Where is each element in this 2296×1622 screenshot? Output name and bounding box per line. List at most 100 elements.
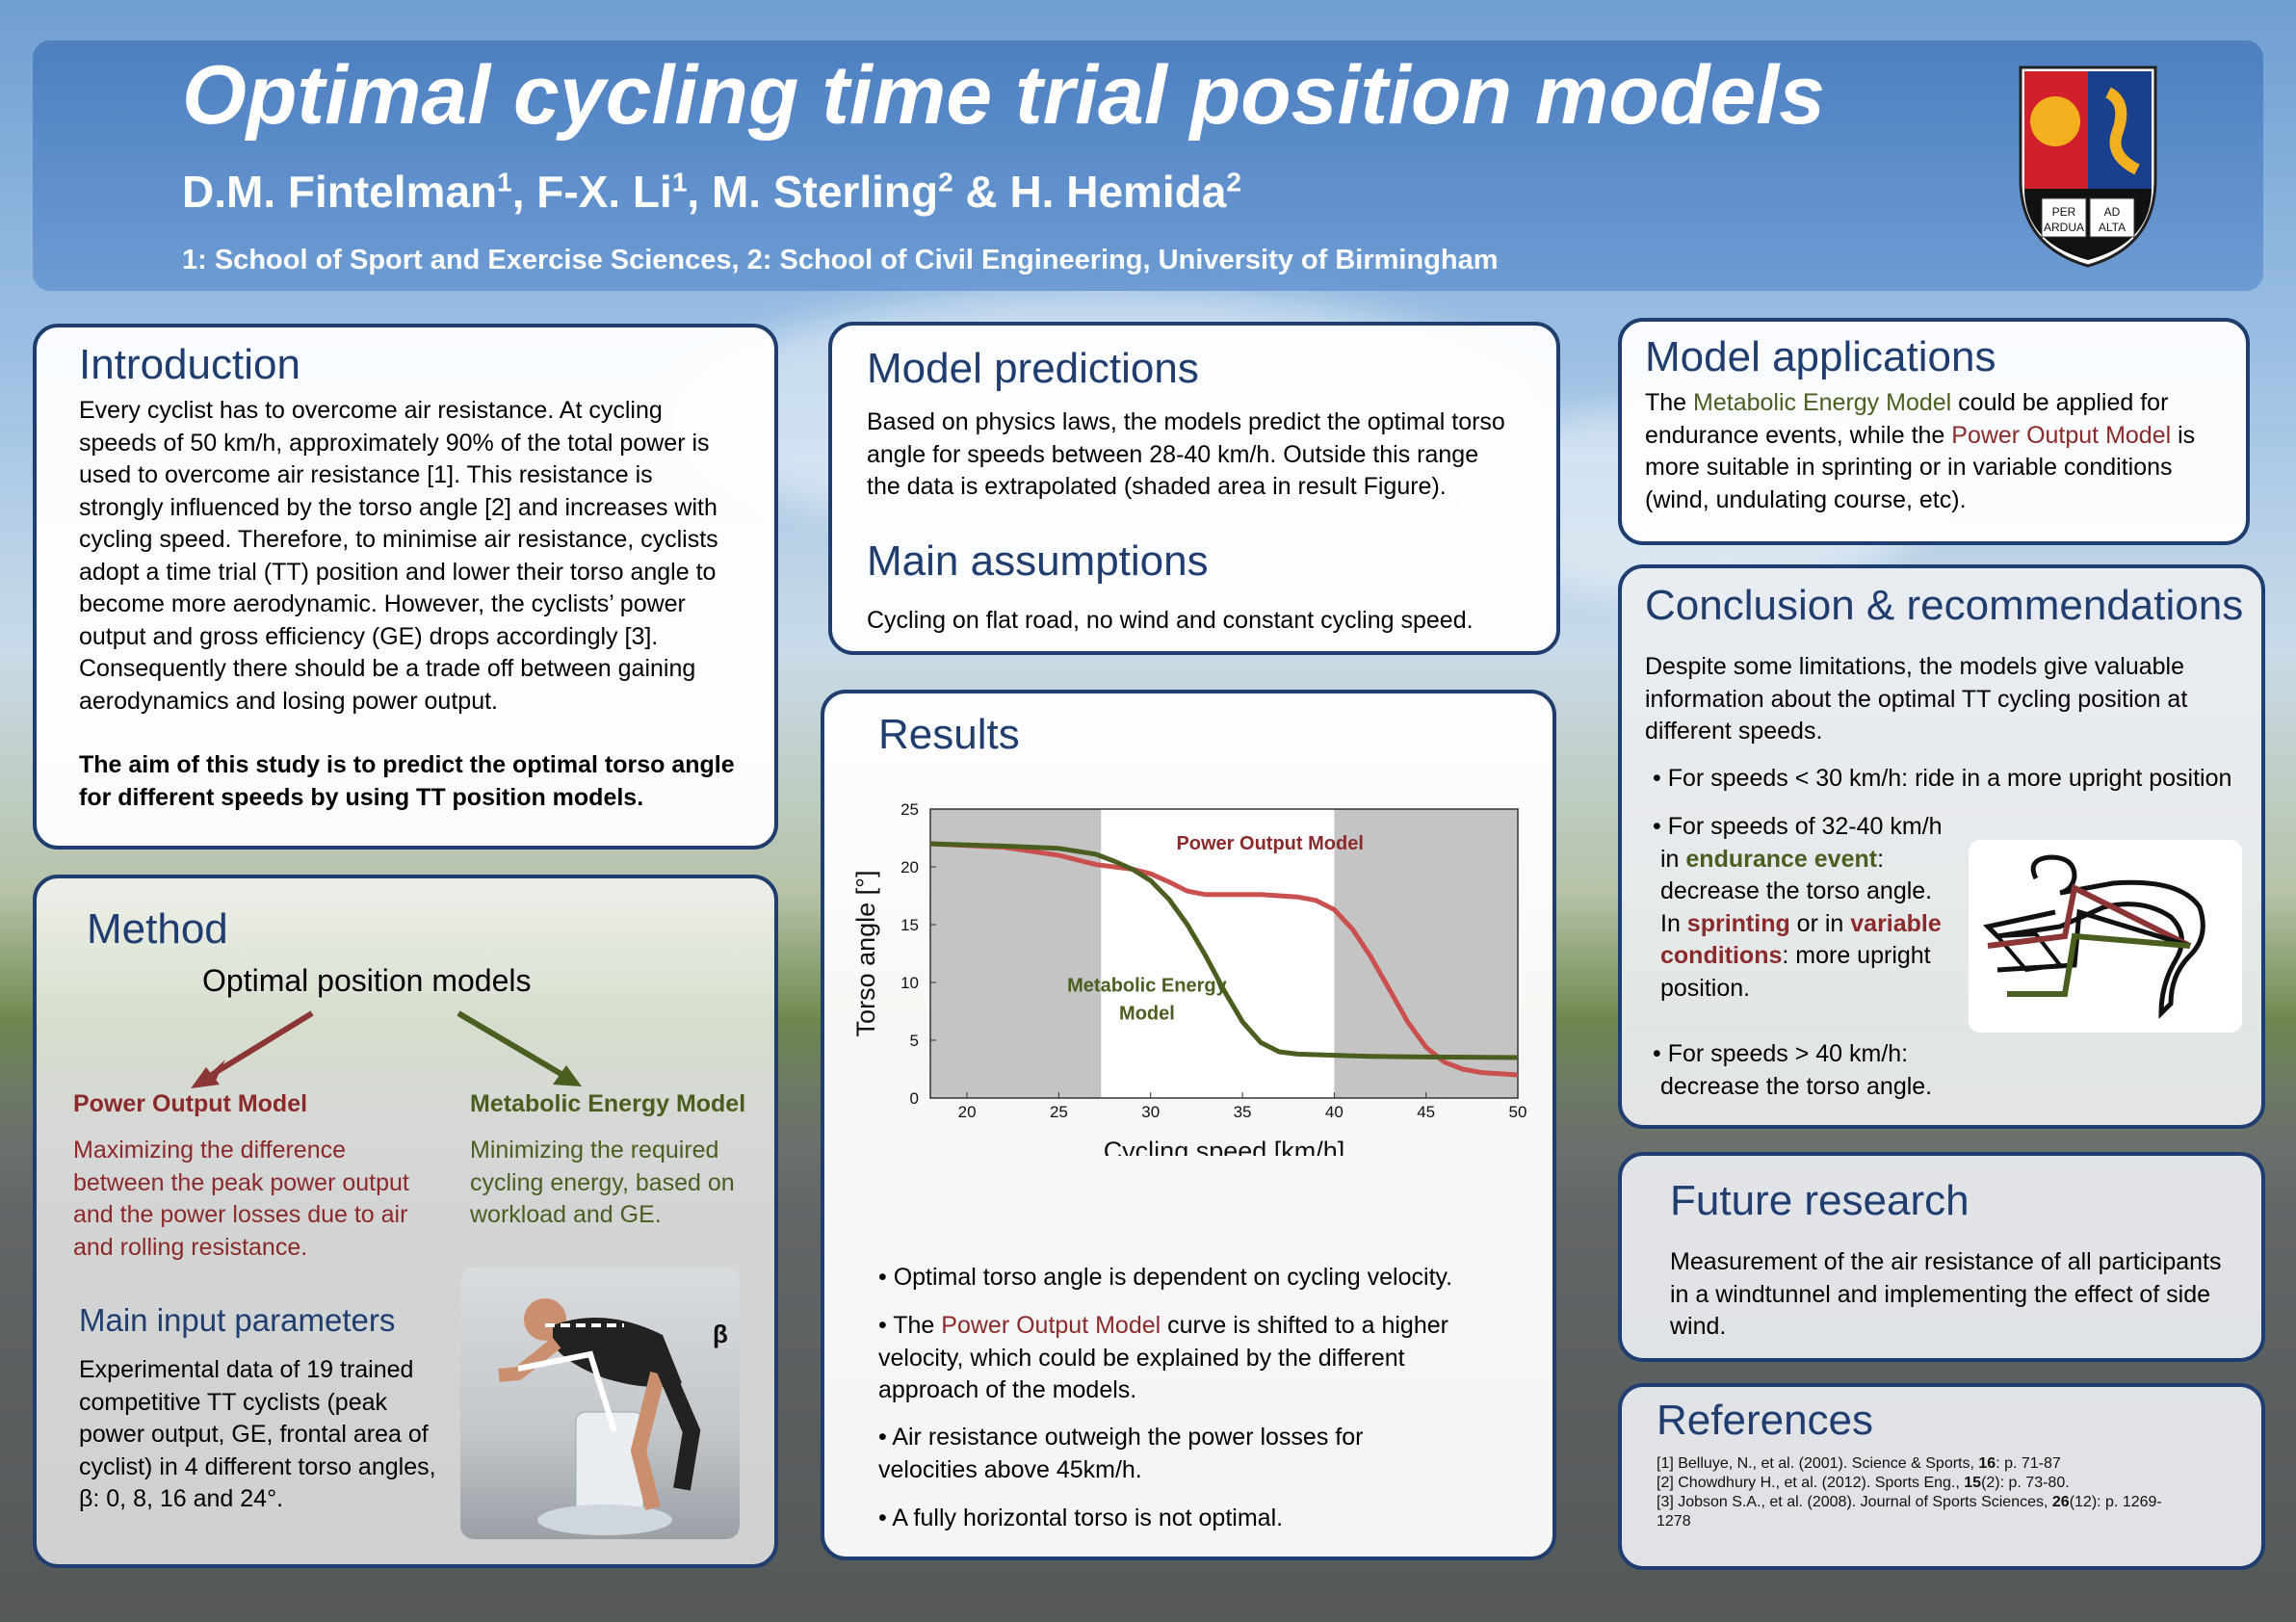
- y-tick-label: 15: [900, 916, 919, 934]
- text-line: workload and GE.: [470, 1201, 662, 1228]
- mem-highlight: Metabolic Energy Model: [1693, 389, 1952, 416]
- torso-position-drawing: [1982, 854, 2205, 1020]
- text-line: (wind, undulating course, etc).: [1645, 485, 1967, 513]
- pom-highlight: variable: [1850, 909, 1942, 937]
- text-line: velocity, which could be explained by th…: [878, 1344, 1405, 1372]
- text-span: curve is shifted to a higher: [1161, 1312, 1448, 1339]
- author-name: D.M. Fintelman: [182, 167, 498, 217]
- poster-header: Optimal cycling time trial position mode…: [33, 40, 2263, 291]
- text-span: In: [1660, 909, 1687, 937]
- text-line: Measurement of the air resistance of all…: [1670, 1248, 2222, 1275]
- aim-line: The aim of this study is to predict the …: [79, 751, 735, 778]
- torso-angle-chart: 20 25 30 35 40 45 50 0 5 10 15 20 25 Cycling speed [k…: [851, 800, 1527, 1156]
- y-tick-label: 10: [900, 974, 919, 992]
- crest-motto: ARDUA: [2044, 221, 2084, 234]
- text-line: Every cyclist has to overcome air resist…: [79, 397, 663, 424]
- text-line: in a windtunnel and implementing the eff…: [1670, 1280, 2211, 1308]
- references-panel: References [1] Belluye, N., et al. (2001…: [1618, 1383, 2265, 1570]
- text-span: The: [1645, 389, 1694, 416]
- text-line: decrease the torso angle.: [1660, 877, 1933, 904]
- conclusion-bullet: • For speeds of 32-40 km/h in endurance …: [1653, 811, 1943, 1005]
- text-line: power output, GE, frontal area of: [79, 1421, 429, 1448]
- text-line: output and gross efficiency (GE) drops a…: [79, 622, 659, 650]
- text-line: Minimizing the required: [470, 1137, 719, 1164]
- method-arrows: [191, 1010, 582, 1088]
- text-line: and the power losses due to air: [73, 1201, 408, 1228]
- text-line: • Air resistance outweigh the power loss…: [878, 1424, 1364, 1451]
- text-line: more suitable in sprinting or in variabl…: [1645, 454, 2173, 481]
- pom-title: Power Output Model: [73, 1090, 308, 1117]
- crest-motto: ALTA: [2099, 221, 2126, 234]
- text-line: adopt a time trial (TT) position and low…: [79, 558, 717, 586]
- references-list: [1] Belluye, N., et al. (2001). Science …: [1657, 1454, 2162, 1531]
- poster-title: Optimal cycling time trial position mode…: [182, 49, 1825, 142]
- text-line: between the peak power output: [73, 1168, 409, 1196]
- reference-item: [1] Belluye, N., et al. (2001). Science …: [1657, 1455, 2061, 1472]
- mem-title: Metabolic Energy Model: [470, 1090, 746, 1117]
- x-tick-label: 40: [1325, 1103, 1344, 1121]
- x-tick-label: 50: [1509, 1103, 1527, 1121]
- x-tick-label: 30: [1141, 1103, 1160, 1121]
- author-list: D.M. Fintelman1, F-X. Li1, M. Sterling2 …: [182, 166, 1241, 218]
- text-line: Maximizing the difference: [73, 1137, 347, 1164]
- text-line: • A fully horizontal torso is not optima…: [878, 1504, 1284, 1531]
- text-line: decrease the torso angle.: [1660, 1072, 1933, 1100]
- arrow-to-mem: [457, 1010, 582, 1086]
- series-annotation: Metabolic Energy: [1067, 976, 1227, 997]
- text-line: • For speeds of 32-40 km/h: [1653, 813, 1943, 840]
- results-heading: Results: [878, 711, 1020, 758]
- text-line: wind.: [1670, 1313, 1727, 1340]
- x-tick-label: 35: [1234, 1103, 1252, 1121]
- text-line: angle for speeds between 28-40 km/h. Out…: [867, 440, 1479, 468]
- params-heading: Main input parameters: [79, 1302, 396, 1338]
- mem-highlight: endurance event: [1685, 845, 1878, 873]
- torso-position-diagram: [1969, 840, 2242, 1033]
- model-applications-panel: Model applications The Metabolic Energy …: [1618, 318, 2250, 545]
- author-name: H. Hemida: [1009, 167, 1227, 217]
- results-bullet: • The Power Output Model curve is shifte…: [878, 1310, 1448, 1407]
- conclusion-bullet: • For speeds < 30 km/h: ride in a more u…: [1653, 765, 2232, 792]
- pom-highlight: conditions: [1660, 942, 1783, 969]
- text-line: velocities above 45km/h.: [878, 1455, 1142, 1483]
- author-affil: 1: [497, 167, 512, 197]
- method-panel: Method Optimal position models Power Out…: [33, 875, 778, 1568]
- author-name: F-X. Li: [536, 167, 672, 217]
- text-span: could be applied for: [1951, 389, 2169, 416]
- author-affil: 2: [1226, 167, 1241, 197]
- future-body: Measurement of the air resistance of all…: [1670, 1246, 2222, 1344]
- text-line: cycling speed. Therefore, to minimise ai…: [79, 526, 718, 553]
- author-affil: 1: [671, 167, 688, 197]
- text-line: information about the optimal TT cycling…: [1645, 685, 2188, 713]
- cyclist-photo: β: [460, 1268, 740, 1539]
- method-heading: Method: [87, 905, 228, 953]
- text-span: :: [1877, 845, 1885, 873]
- x-axis-label: Cycling speed [km/h]: [1104, 1137, 1345, 1156]
- crest-motto: PER: [2052, 205, 2076, 219]
- y-tick-label: 5: [910, 1032, 919, 1050]
- applications-body: The Metabolic Energy Model could be appl…: [1645, 387, 2195, 516]
- params-body: Experimental data of 19 trained competit…: [79, 1354, 436, 1516]
- text-line: aerodynamics and losing power output.: [79, 687, 498, 715]
- aim-line: for different speeds by using TT positio…: [79, 783, 644, 811]
- text-line: strongly influenced by the torso angle […: [79, 493, 718, 521]
- x-tick-label: 25: [1050, 1103, 1068, 1121]
- conclusion-bullet: • For speeds > 40 km/h: decrease the tor…: [1653, 1038, 1932, 1103]
- series-annotation: Power Output Model: [1176, 833, 1363, 854]
- arrow-to-pom: [191, 1010, 314, 1088]
- text-line: become more aerodynamic. However, the cy…: [79, 590, 686, 617]
- text-line: and rolling resistance.: [73, 1233, 308, 1261]
- text-line: • For speeds > 40 km/h:: [1653, 1040, 1909, 1067]
- text-line: position.: [1660, 974, 1751, 1002]
- future-heading: Future research: [1670, 1177, 1970, 1224]
- y-tick-label: 25: [900, 800, 919, 819]
- y-tick-label: 0: [910, 1089, 919, 1108]
- text-line: • Optimal torso angle is dependent on cy…: [878, 1264, 1453, 1291]
- university-crest-logo: PER AD ARDUA ALTA: [2019, 65, 2157, 268]
- series-annotation: Model: [1119, 1003, 1175, 1024]
- plot-frame: [929, 808, 1519, 1099]
- text-line: β: 0, 8, 16 and 24°.: [79, 1485, 284, 1512]
- assumptions-body: Cycling on flat road, no wind and consta…: [867, 607, 1474, 634]
- text-span: in: [1660, 845, 1686, 873]
- pom-highlight: Power Output Model: [1951, 421, 2172, 449]
- method-root-label: Optimal position models: [202, 963, 532, 998]
